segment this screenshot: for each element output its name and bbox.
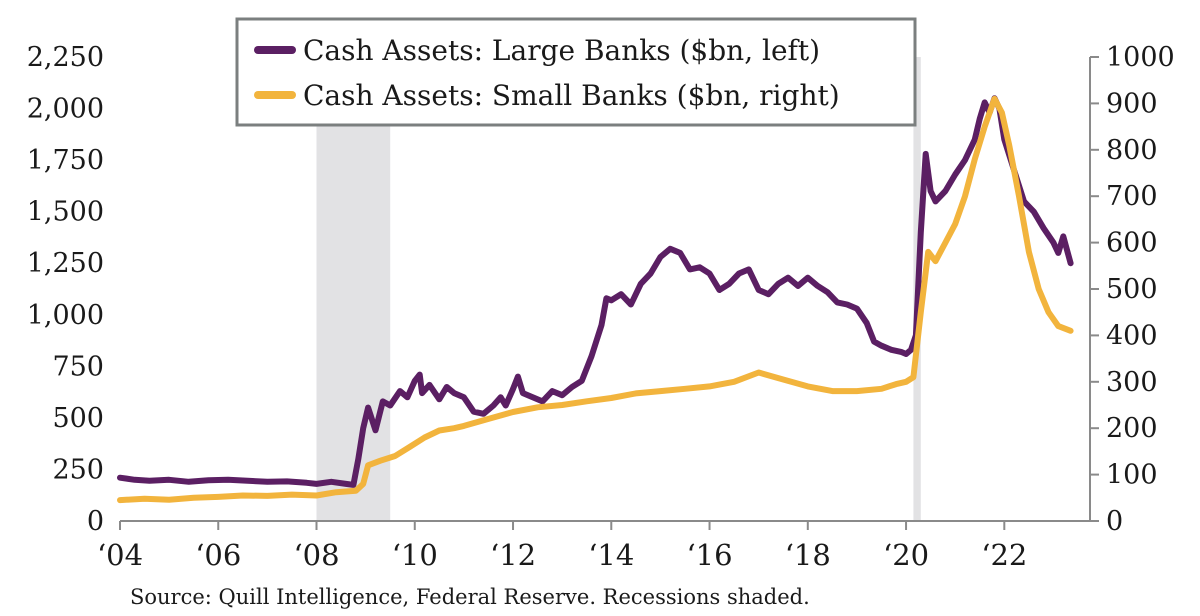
- left-y-tick-label: 1,500: [27, 197, 104, 228]
- left-y-tick-label: 1,250: [27, 248, 104, 279]
- x-tick-label: ‘18: [785, 538, 831, 572]
- left-y-tick-label: 0: [87, 506, 104, 537]
- left-y-tick-label: 1,000: [27, 300, 104, 331]
- right-y-tick-label: 400: [1106, 320, 1158, 351]
- right-y-tick-label: 700: [1106, 181, 1158, 212]
- series-lines: [117, 95, 1074, 504]
- x-tick-label: ‘08: [293, 538, 339, 572]
- x-tick-label: ‘06: [195, 538, 241, 572]
- right-y-tick-label: 0: [1106, 506, 1123, 537]
- x-tick-label: ‘12: [490, 538, 536, 572]
- left-y-axis-ticks: 0 250 500 750 1,000 1,250 1,500 1,750 2,000 2,250: [27, 42, 104, 537]
- right-y-tick-label: 500: [1106, 274, 1158, 305]
- x-tick-label: ‘16: [686, 538, 732, 572]
- x-tick-label: ‘10: [392, 538, 438, 572]
- series-line-large-banks: [117, 95, 1074, 488]
- right-y-tick-label: 100: [1106, 460, 1158, 491]
- right-y-tick-label: 600: [1106, 228, 1158, 259]
- x-tick-label: ‘20: [883, 538, 929, 572]
- source-note: Source: Quill Intelligence, Federal Rese…: [130, 585, 810, 609]
- right-y-tick-label: 1000: [1106, 42, 1175, 73]
- legend-box: [235, 17, 917, 127]
- right-y-tick-label: 800: [1106, 135, 1158, 166]
- right-y-tick-label: 900: [1106, 88, 1158, 119]
- series-line-small-banks: [117, 95, 1074, 504]
- right-y-axis-ticks: 0 100 200 300 400 500 600 700 800 900 1000: [1090, 42, 1175, 537]
- left-y-tick-label: 250: [52, 454, 104, 485]
- right-y-tick-label: 300: [1106, 367, 1158, 398]
- left-y-tick-label: 500: [52, 403, 104, 434]
- left-y-tick-label: 2,250: [27, 42, 104, 73]
- left-y-tick-label: 2,000: [27, 94, 104, 125]
- x-axis-ticks: ‘04 ‘06 ‘08 ‘10 ‘12 ‘14 ‘16 ‘18 ‘20 ‘22: [97, 521, 1027, 572]
- x-tick-label: ‘14: [588, 538, 634, 572]
- legend-label-small-banks: Cash Assets: Small Banks ($bn, right): [303, 79, 840, 112]
- left-y-tick-label: 1,750: [27, 145, 104, 176]
- right-y-tick-label: 200: [1106, 413, 1158, 444]
- x-tick-label: ‘04: [97, 538, 143, 572]
- legend: Cash Assets: Large Banks ($bn, left) Cas…: [235, 17, 917, 127]
- recession-band-1: [316, 57, 391, 521]
- x-tick-label: ‘22: [981, 538, 1027, 572]
- left-y-tick-label: 750: [52, 351, 104, 382]
- legend-label-large-banks: Cash Assets: Large Banks ($bn, left): [303, 34, 820, 67]
